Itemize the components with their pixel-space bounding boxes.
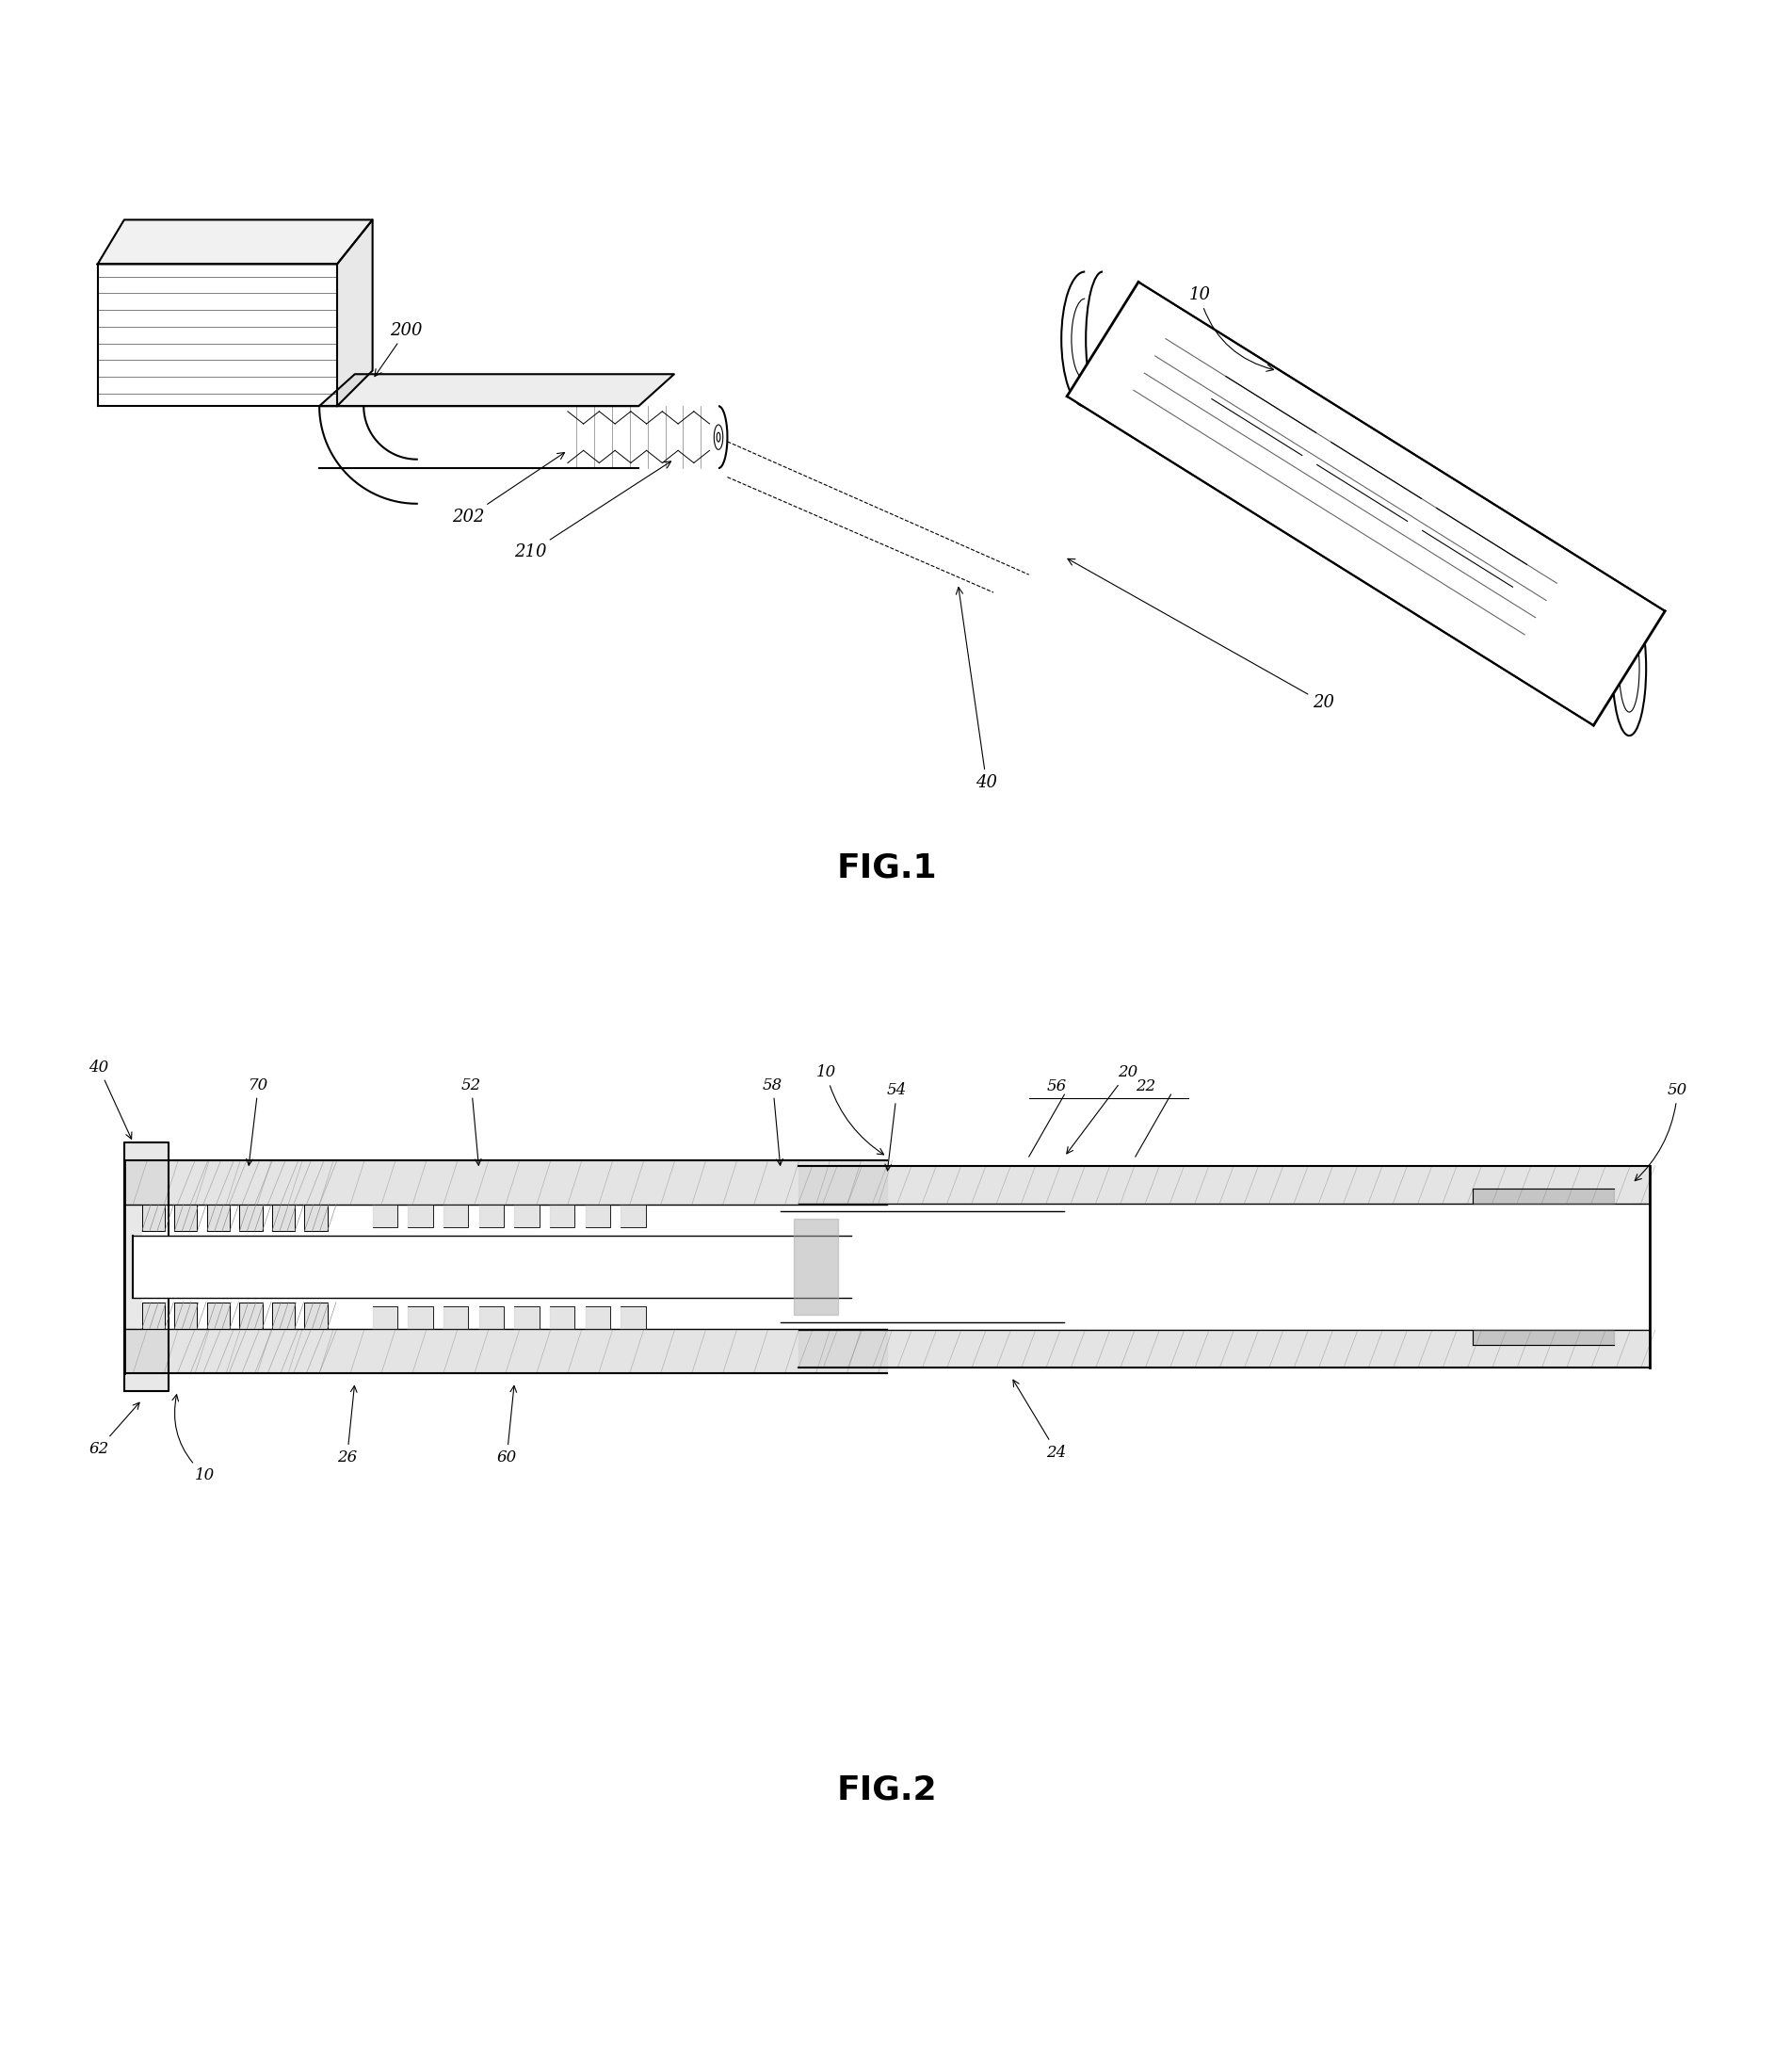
- Polygon shape: [337, 220, 373, 406]
- Polygon shape: [444, 1307, 468, 1328]
- Polygon shape: [798, 1204, 1632, 1330]
- Polygon shape: [208, 1204, 231, 1231]
- Polygon shape: [305, 1204, 328, 1231]
- Polygon shape: [1472, 1187, 1614, 1204]
- Text: 10: 10: [816, 1065, 883, 1154]
- Text: 20: 20: [1068, 559, 1334, 711]
- Polygon shape: [550, 1204, 575, 1227]
- Text: 10: 10: [1189, 286, 1274, 371]
- Polygon shape: [444, 1204, 468, 1227]
- Polygon shape: [1212, 377, 1316, 456]
- Polygon shape: [1423, 508, 1527, 586]
- Text: 22: 22: [1135, 1080, 1155, 1094]
- Polygon shape: [621, 1307, 646, 1328]
- Polygon shape: [408, 1204, 433, 1227]
- Polygon shape: [98, 263, 337, 406]
- Polygon shape: [514, 1204, 539, 1227]
- Polygon shape: [271, 1204, 294, 1231]
- Polygon shape: [1472, 1330, 1614, 1345]
- Polygon shape: [550, 1307, 575, 1328]
- Polygon shape: [239, 1301, 263, 1328]
- Polygon shape: [373, 1307, 397, 1328]
- Polygon shape: [124, 1142, 169, 1390]
- Polygon shape: [621, 1204, 646, 1227]
- Polygon shape: [479, 1204, 504, 1227]
- Polygon shape: [174, 1204, 197, 1231]
- Text: 40: 40: [956, 586, 997, 792]
- Polygon shape: [1316, 441, 1421, 522]
- Polygon shape: [408, 1307, 433, 1328]
- Text: 56: 56: [1047, 1080, 1066, 1094]
- Text: FIG.2: FIG.2: [837, 1774, 937, 1807]
- Polygon shape: [142, 1204, 165, 1231]
- Text: 24: 24: [1013, 1380, 1066, 1461]
- Polygon shape: [568, 412, 710, 462]
- Polygon shape: [124, 1328, 887, 1374]
- Text: 200: 200: [374, 321, 422, 377]
- Polygon shape: [208, 1301, 231, 1328]
- Polygon shape: [239, 1204, 263, 1231]
- Polygon shape: [585, 1307, 610, 1328]
- Text: 60: 60: [497, 1386, 516, 1465]
- Text: 20: 20: [1066, 1065, 1137, 1154]
- Text: 202: 202: [452, 452, 564, 524]
- Polygon shape: [795, 1218, 839, 1314]
- Polygon shape: [133, 1235, 852, 1297]
- Text: 10: 10: [172, 1394, 215, 1484]
- Polygon shape: [373, 1204, 397, 1227]
- Polygon shape: [798, 1167, 1650, 1204]
- Text: 58: 58: [763, 1077, 782, 1164]
- Polygon shape: [514, 1307, 539, 1328]
- Polygon shape: [142, 1301, 165, 1328]
- Polygon shape: [781, 1210, 1064, 1322]
- Polygon shape: [98, 220, 373, 263]
- Polygon shape: [305, 1301, 328, 1328]
- Polygon shape: [319, 375, 674, 406]
- Text: 26: 26: [337, 1386, 357, 1465]
- Polygon shape: [124, 1160, 887, 1204]
- Polygon shape: [585, 1204, 610, 1227]
- Text: 52: 52: [461, 1077, 481, 1164]
- Polygon shape: [174, 1301, 197, 1328]
- Text: 40: 40: [89, 1059, 131, 1140]
- Text: 210: 210: [514, 462, 671, 562]
- Text: 70: 70: [247, 1077, 268, 1164]
- Polygon shape: [798, 1330, 1650, 1368]
- Text: 54: 54: [885, 1082, 907, 1171]
- Polygon shape: [271, 1301, 294, 1328]
- Text: 50: 50: [1636, 1082, 1687, 1181]
- Polygon shape: [142, 1204, 869, 1328]
- Text: 62: 62: [89, 1403, 140, 1457]
- Polygon shape: [479, 1307, 504, 1328]
- Polygon shape: [1066, 282, 1666, 725]
- Text: FIG.1: FIG.1: [837, 852, 937, 883]
- Polygon shape: [319, 406, 639, 468]
